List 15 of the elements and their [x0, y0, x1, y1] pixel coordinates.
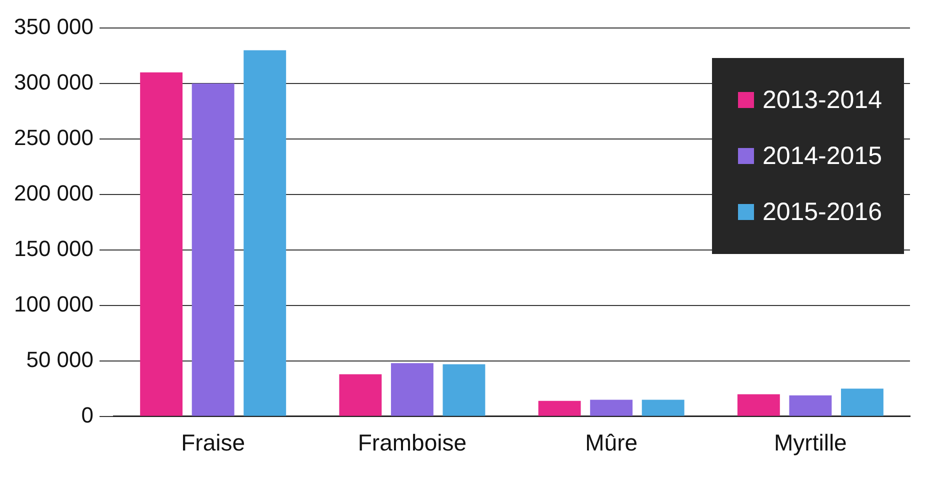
x-tick-label: Framboise: [358, 430, 467, 456]
x-tick-label: Mûre: [585, 430, 638, 456]
y-tick-label: 250 000: [14, 125, 94, 150]
x-tick-label: Myrtille: [774, 430, 847, 456]
y-tick-label: 100 000: [14, 291, 94, 316]
y-tick-label: 300 000: [14, 70, 94, 95]
y-tick-label: 150 000: [14, 236, 94, 262]
legend-label: 2015-2016: [762, 198, 882, 226]
y-tick-label: 350 000: [14, 14, 94, 40]
y-tick-label: 0: [81, 402, 94, 428]
y-tick-label: 200 000: [14, 180, 94, 206]
legend-label: 2014-2015: [762, 142, 882, 170]
y-tick-label: 50 000: [26, 346, 94, 372]
legend-label: 2013-2014: [762, 86, 882, 114]
x-tick-label: Fraise: [181, 430, 246, 456]
